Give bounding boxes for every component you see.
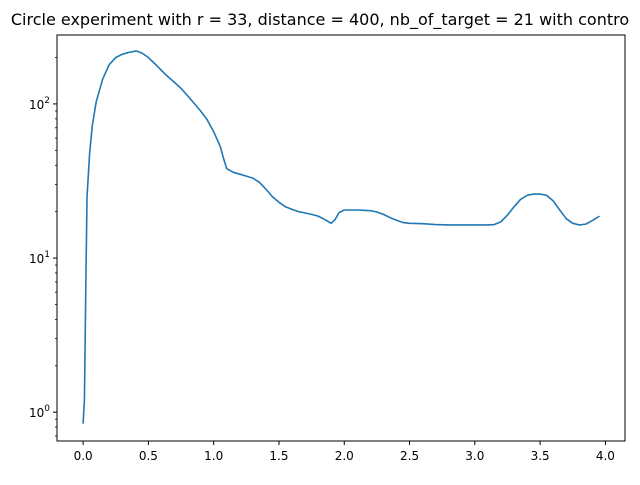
x-tick-label: 0.0: [74, 449, 93, 463]
y-tick-label: 101: [29, 250, 50, 266]
x-tick-label: 0.5: [139, 449, 158, 463]
plot-area: [56, 34, 626, 442]
x-tick-label: 3.0: [465, 449, 484, 463]
x-tick-label: 1.5: [269, 449, 288, 463]
chart-title: Circle experiment with r = 33, distance …: [10, 10, 630, 29]
series-group: [82, 50, 600, 424]
y-tick-label: 102: [29, 96, 50, 112]
series-line: [82, 50, 600, 424]
x-tick-label: 2.0: [335, 449, 354, 463]
x-axis: 0.0 0.5 1.0 1.5 2.0 2.5 3.0 3.5 4.0: [74, 441, 615, 463]
x-tick-label: 4.0: [596, 449, 615, 463]
x-tick-label: 3.5: [531, 449, 550, 463]
y-tick-label: 100: [29, 404, 50, 420]
y-axis: 100 101 102: [29, 57, 57, 437]
x-tick-label: 1.0: [204, 449, 223, 463]
x-tick-label: 2.5: [400, 449, 419, 463]
